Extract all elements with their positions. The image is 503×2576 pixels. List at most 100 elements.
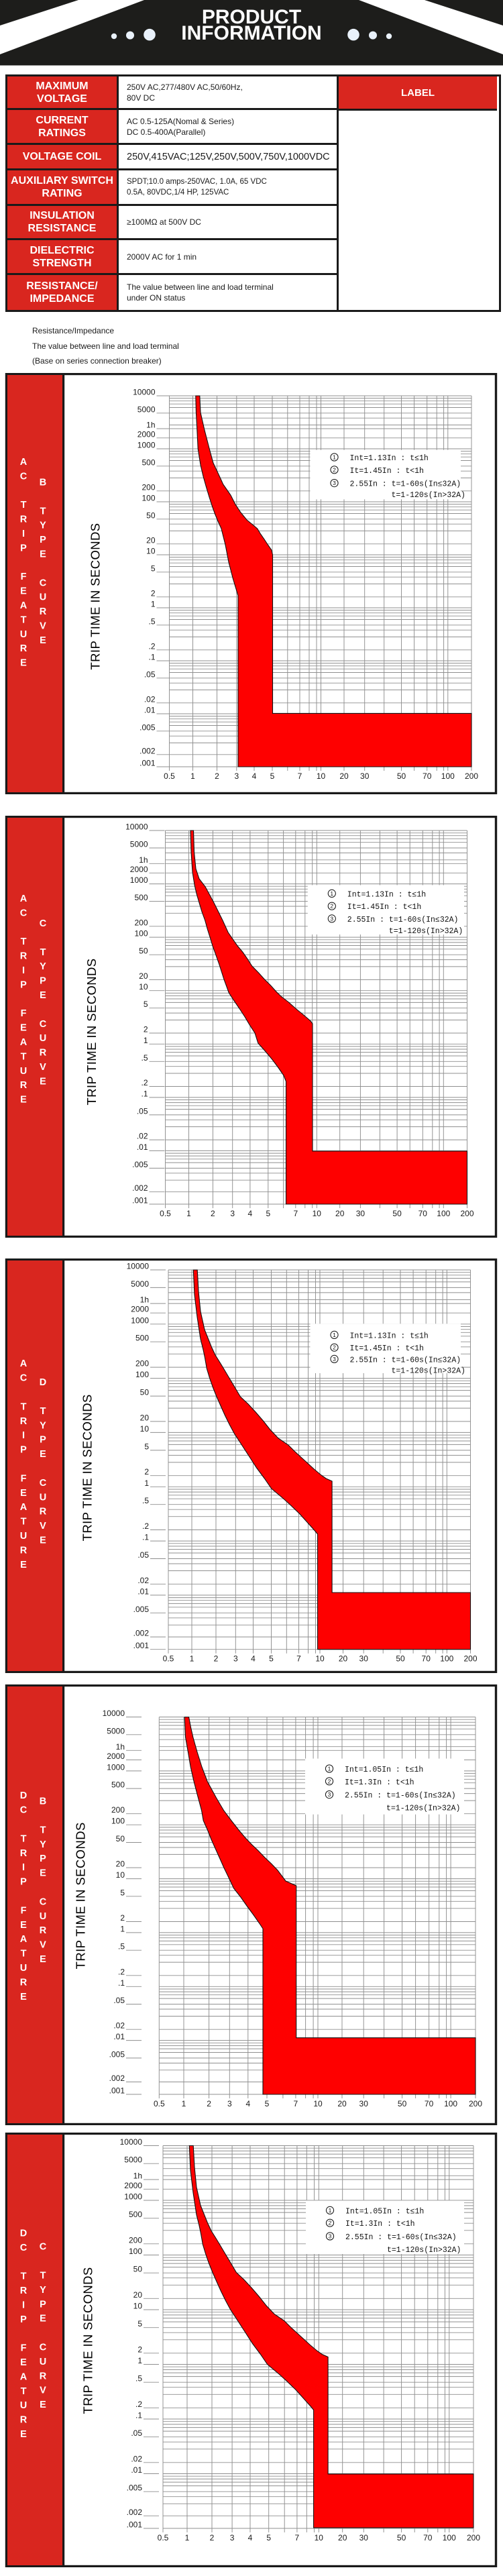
- svg-text:C: C: [40, 578, 47, 588]
- svg-text:.005: .005: [109, 2049, 125, 2059]
- svg-text:1000: 1000: [137, 441, 156, 450]
- svg-text:U: U: [20, 2400, 27, 2411]
- svg-text:Y: Y: [40, 1839, 46, 1850]
- svg-text:200: 200: [129, 2235, 142, 2245]
- svg-text:V: V: [40, 1940, 46, 1951]
- svg-text:U: U: [20, 1531, 27, 1542]
- svg-text:5000: 5000: [137, 405, 156, 414]
- svg-text:.005: .005: [132, 1160, 148, 1169]
- svg-text:200: 200: [460, 1209, 473, 1218]
- svg-text:1h: 1h: [139, 855, 148, 865]
- svg-text:10: 10: [133, 2302, 143, 2311]
- svg-text:2.55In : t=1-60s(In≤32A): 2.55In : t=1-60s(In≤32A): [350, 1356, 461, 1364]
- svg-text:.01: .01: [137, 1142, 148, 1152]
- svg-text:1000: 1000: [107, 1762, 125, 1772]
- svg-text:U: U: [20, 1066, 27, 1077]
- svg-text:200: 200: [465, 771, 478, 781]
- svg-text:1h: 1h: [116, 1742, 125, 1752]
- svg-text:2000: 2000: [137, 429, 156, 439]
- svg-text:3: 3: [234, 771, 239, 781]
- svg-text:R: R: [20, 1977, 27, 1988]
- svg-text:T: T: [21, 1833, 27, 1844]
- svg-text:5000: 5000: [130, 840, 148, 849]
- svg-text:R: R: [20, 2286, 27, 2296]
- svg-text:2: 2: [210, 2533, 215, 2542]
- svg-text:1h: 1h: [146, 421, 155, 430]
- svg-text:.1: .1: [118, 1978, 125, 1988]
- svg-text:.05: .05: [113, 1996, 125, 2005]
- svg-text:3: 3: [333, 1356, 336, 1362]
- svg-text:5: 5: [266, 1209, 270, 1218]
- svg-text:1: 1: [144, 1036, 148, 1045]
- svg-text:5: 5: [144, 1000, 148, 1009]
- svg-text:T: T: [40, 947, 46, 958]
- svg-text:10: 10: [313, 1209, 322, 1218]
- svg-text:2: 2: [151, 588, 156, 598]
- svg-text:V: V: [40, 1062, 46, 1073]
- svg-text:20: 20: [140, 1413, 150, 1422]
- svg-text:.1: .1: [148, 653, 155, 662]
- svg-text:R: R: [40, 1507, 47, 1517]
- svg-text:R: R: [20, 1848, 27, 1859]
- svg-text:B: B: [40, 1796, 46, 1807]
- svg-text:U: U: [20, 629, 27, 640]
- svg-text:70: 70: [423, 2533, 433, 2542]
- svg-text:F: F: [21, 2343, 27, 2354]
- svg-text:0.5: 0.5: [164, 771, 175, 781]
- svg-text:1h: 1h: [140, 1295, 149, 1305]
- svg-text:1: 1: [190, 771, 195, 781]
- svg-text:E: E: [20, 1023, 27, 1034]
- svg-text:.001: .001: [132, 1196, 148, 1205]
- svg-text:100: 100: [443, 2533, 456, 2542]
- svg-text:100: 100: [440, 1654, 453, 1664]
- svg-text:100: 100: [135, 1370, 149, 1379]
- svg-text:A: A: [20, 1934, 27, 1945]
- svg-text:C: C: [20, 908, 27, 918]
- svg-text:Int=1.13In : t≤1h: Int=1.13In : t≤1h: [347, 890, 426, 899]
- svg-text:C: C: [40, 1019, 47, 1030]
- svg-text:70: 70: [425, 2099, 434, 2108]
- svg-text:R: R: [40, 1048, 47, 1059]
- svg-text:2: 2: [333, 1344, 336, 1351]
- svg-text:50: 50: [396, 1654, 405, 1664]
- svg-text:U: U: [40, 1492, 46, 1503]
- svg-text:7: 7: [293, 1209, 298, 1218]
- svg-text:5: 5: [151, 564, 156, 573]
- svg-text:100: 100: [441, 771, 455, 781]
- svg-text:0.5: 0.5: [154, 2099, 165, 2108]
- svg-text:70: 70: [422, 1654, 431, 1664]
- svg-text:50: 50: [146, 511, 156, 520]
- svg-text:B: B: [40, 478, 46, 488]
- svg-text:C: C: [40, 1896, 47, 1907]
- svg-text:E: E: [40, 549, 46, 560]
- svg-text:.02: .02: [113, 2021, 125, 2031]
- svg-text:U: U: [40, 1911, 46, 1922]
- svg-text:I: I: [22, 1430, 25, 1441]
- svg-text:C: C: [20, 2243, 27, 2253]
- svg-text:I: I: [22, 965, 25, 976]
- svg-text:1: 1: [333, 1332, 336, 1338]
- svg-text:P: P: [20, 2314, 27, 2325]
- svg-text:7: 7: [294, 2099, 298, 2108]
- svg-text:P: P: [20, 543, 27, 553]
- svg-text:2: 2: [329, 2220, 332, 2226]
- svg-text:E: E: [20, 1095, 27, 1106]
- svg-text:30: 30: [356, 1209, 366, 1218]
- svg-text:50: 50: [392, 1209, 402, 1218]
- svg-text:C: C: [20, 1805, 27, 1816]
- svg-text:10000: 10000: [103, 1709, 125, 1718]
- svg-text:2: 2: [333, 466, 336, 473]
- svg-text:5000: 5000: [107, 1726, 125, 1735]
- svg-text:t=1-120s(In>32A): t=1-120s(In>32A): [389, 927, 463, 936]
- svg-text:500: 500: [142, 458, 155, 467]
- svg-text:4: 4: [252, 771, 257, 781]
- svg-text:It=1.45In : t<1h: It=1.45In : t<1h: [347, 903, 421, 912]
- svg-text:U: U: [40, 1033, 46, 1044]
- svg-text:.05: .05: [137, 1550, 149, 1560]
- svg-text:3: 3: [328, 1791, 331, 1798]
- svg-text:R: R: [20, 643, 27, 654]
- svg-text:TRIP TIME IN SECONDS: TRIP TIME IN SECONDS: [81, 2267, 95, 2414]
- svg-text:.002: .002: [109, 2074, 125, 2083]
- svg-text:.005: .005: [133, 1605, 150, 1614]
- svg-text:3: 3: [230, 1209, 235, 1218]
